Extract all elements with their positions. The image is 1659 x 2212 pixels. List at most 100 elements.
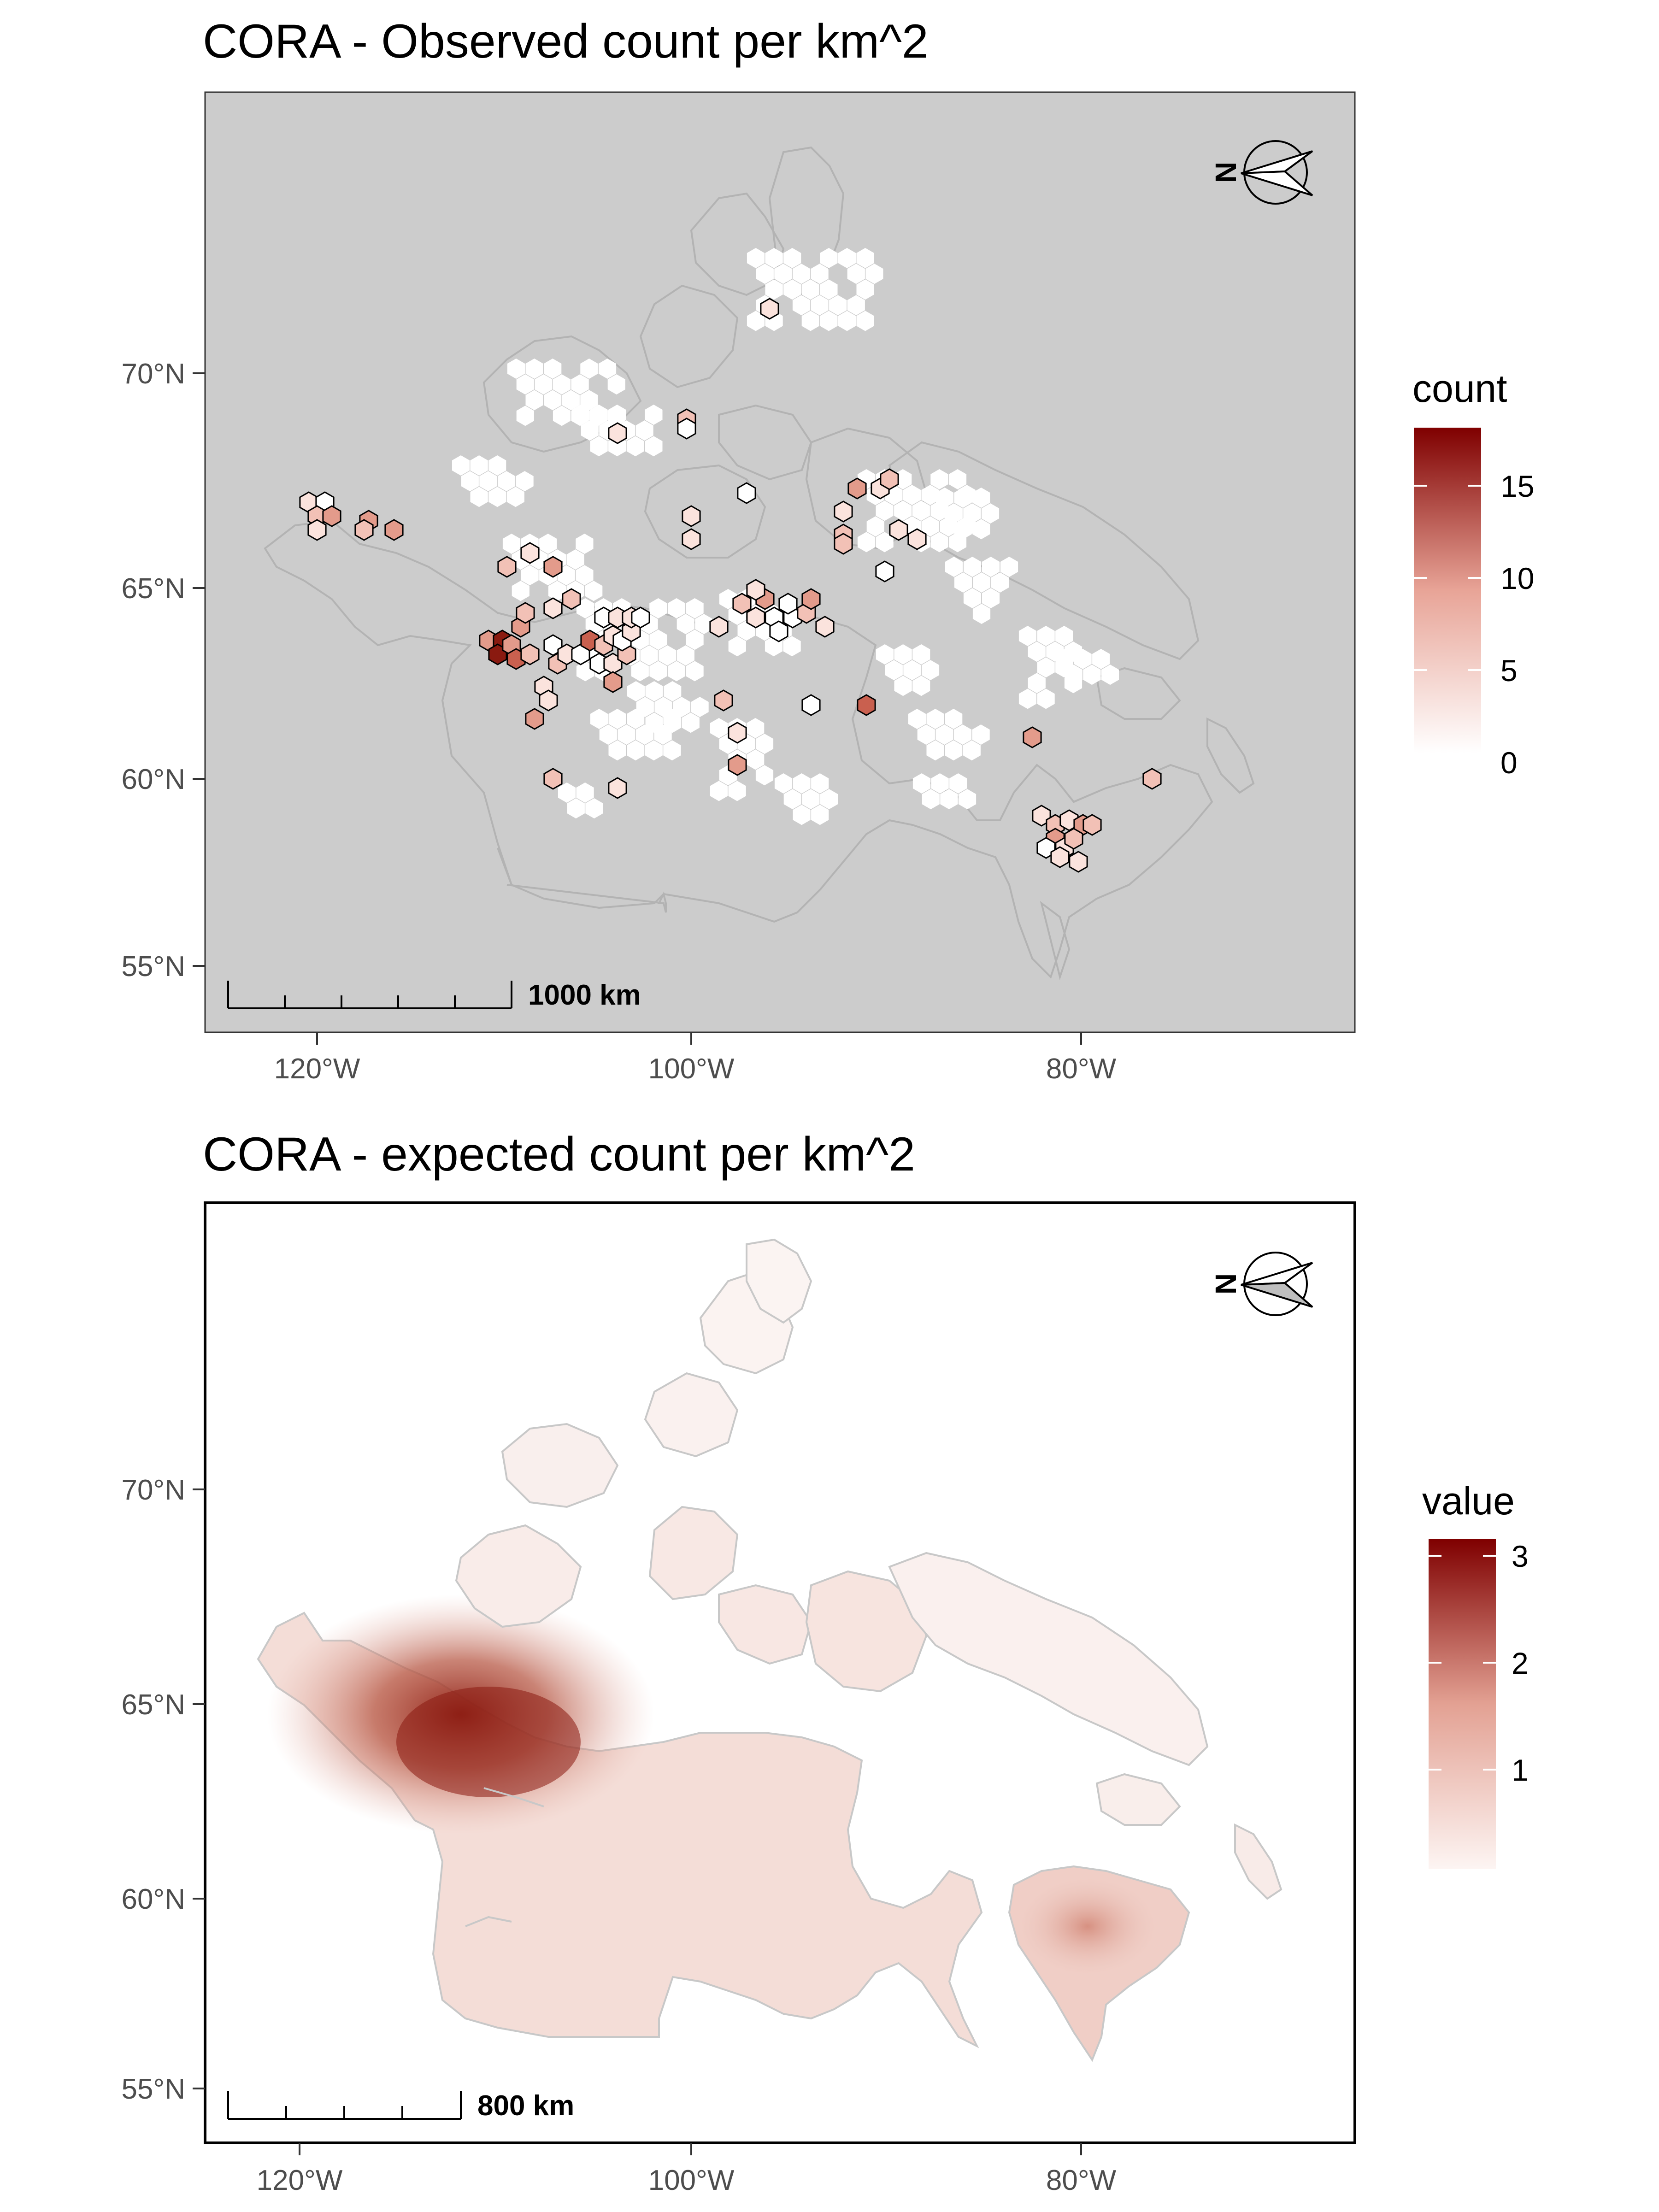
- observed-hex-cell: [603, 671, 623, 693]
- surveyed-hex-cell: [963, 503, 981, 524]
- observed-hex-cell: [1050, 846, 1070, 868]
- y-axis: 70°N 65°N 60°N 55°N: [121, 1474, 205, 2105]
- surveyed-hex-cell: [765, 279, 783, 300]
- surveyed-hex-cell: [645, 436, 663, 457]
- x-tick-label: 80°W: [1046, 2165, 1117, 2196]
- surveyed-hex-cell: [539, 534, 557, 554]
- surveyed-hex-cell: [1083, 665, 1101, 685]
- hexbin-layer: [299, 248, 1162, 873]
- expected-count-map: CORA - expected count per km^2: [121, 1128, 1528, 2196]
- surveyed-hex-cell: [865, 264, 883, 284]
- surveyed-hex-cell: [1092, 649, 1110, 669]
- observed-hex-cell: [709, 616, 729, 638]
- legend-count: count 15 10 5 0: [1412, 367, 1534, 780]
- surveyed-hex-cell: [829, 295, 847, 316]
- surveyed-hex-cell: [512, 581, 529, 601]
- surveyed-hex-cell: [903, 485, 921, 506]
- observed-hex-cell: [801, 588, 821, 610]
- surveyed-hex-cell: [838, 248, 856, 268]
- observed-hex-cell: [1023, 726, 1042, 748]
- surveyed-hex-cell: [921, 660, 940, 681]
- surveyed-hex-cell: [645, 712, 663, 733]
- observed-hex-cell: [543, 768, 563, 790]
- surveyed-hex-cell: [590, 709, 608, 729]
- surveyed-hex-cell: [755, 765, 774, 786]
- surveyed-hex-cell: [856, 279, 874, 300]
- surveyed-hex-cell: [963, 740, 981, 761]
- surveyed-hex-cell: [664, 681, 682, 701]
- surveyed-hex-cell: [954, 519, 972, 540]
- surveyed-hex-cell: [981, 503, 1000, 524]
- observed-hex-cell: [907, 528, 927, 550]
- observed-hex-cell: [728, 722, 747, 744]
- surveyed-hex-cell: [525, 359, 543, 379]
- surveyed-hex-cell: [972, 572, 991, 593]
- surveyed-hex-cell: [667, 598, 686, 618]
- surveyed-hex-cell: [590, 436, 608, 457]
- surveyed-hex-cell: [686, 598, 704, 618]
- surveyed-hex-cell: [783, 636, 801, 657]
- surveyed-hex-cell: [1037, 657, 1055, 678]
- surveyed-hex-cell: [792, 295, 811, 316]
- surveyed-hex-cell: [1065, 665, 1082, 685]
- legend-title: count: [1412, 367, 1507, 410]
- surveyed-hex-cell: [710, 718, 728, 738]
- observed-hex-cell: [834, 533, 853, 555]
- surveyed-hex-cell: [1028, 673, 1046, 694]
- surveyed-hex-cell: [567, 798, 585, 819]
- legend-colorbar: [1414, 428, 1481, 753]
- surveyed-hex-cell: [580, 359, 598, 379]
- y-tick-label: 65°N: [121, 573, 185, 605]
- x-tick-label: 100°W: [648, 2165, 735, 2196]
- surveyed-hex-cell: [599, 724, 617, 745]
- surveyed-hex-cell: [747, 311, 765, 331]
- surveyed-hex-cell: [682, 712, 700, 733]
- surveyed-hex-cell: [774, 773, 793, 794]
- y-tick-label: 60°N: [121, 1883, 185, 1915]
- surveyed-hex-cell: [948, 469, 967, 489]
- observed-hex-cell: [847, 477, 867, 500]
- surveyed-hex-cell: [576, 565, 594, 586]
- legend-colorbar: [1429, 1539, 1496, 1869]
- scale-bar-label: 1000 km: [528, 979, 641, 1011]
- observed-hex-cell: [875, 560, 894, 582]
- legend-tick: 10: [1500, 561, 1534, 595]
- surveyed-hex-cell: [811, 295, 829, 316]
- surveyed-hex-cell: [876, 500, 894, 521]
- surveyed-hex-cell: [581, 420, 599, 441]
- surveyed-hex-cell: [793, 773, 811, 794]
- surveyed-hex-cell: [645, 740, 663, 761]
- surveyed-hex-cell: [645, 681, 663, 701]
- surveyed-hex-cell: [608, 740, 626, 761]
- surveyed-hex-cell: [801, 311, 819, 331]
- surveyed-hex-cell: [544, 359, 562, 379]
- surveyed-hex-cell: [935, 724, 953, 745]
- x-tick-label: 100°W: [648, 1053, 735, 1085]
- surveyed-hex-cell: [686, 629, 704, 650]
- north-label: N: [1209, 1273, 1242, 1294]
- x-tick-label: 120°W: [274, 1053, 360, 1085]
- surveyed-hex-cell: [1037, 626, 1055, 646]
- surveyed-hex-cell: [954, 572, 972, 593]
- surveyed-hex-cell: [535, 374, 553, 395]
- surveyed-hex-cell: [649, 661, 667, 682]
- surveyed-hex-cell: [1000, 557, 1018, 577]
- surveyed-hex-cell: [963, 557, 982, 577]
- surveyed-hex-cell: [765, 248, 783, 268]
- surveyed-hex-cell: [949, 773, 967, 794]
- arrow-lower: [1241, 1282, 1313, 1308]
- north-arrow: N: [1209, 1252, 1313, 1316]
- surveyed-hex-cell: [755, 734, 774, 754]
- observed-hex-cell: [608, 777, 627, 799]
- surveyed-hex-cell: [1055, 649, 1074, 669]
- surveyed-hex-cell: [479, 471, 497, 492]
- surveyed-hex-cell: [649, 629, 667, 650]
- surveyed-hex-cell: [677, 614, 694, 635]
- surveyed-hex-cell: [917, 724, 935, 745]
- surveyed-hex-cell: [912, 644, 930, 665]
- observed-hex-cell: [543, 597, 563, 619]
- surveyed-hex-cell: [553, 374, 571, 395]
- y-tick-label: 65°N: [121, 1689, 185, 1721]
- x-tick-label: 80°W: [1046, 1053, 1117, 1085]
